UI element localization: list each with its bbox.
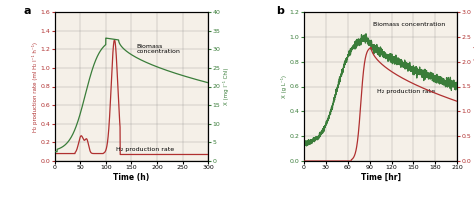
Text: H₂ production rate: H₂ production rate <box>377 89 435 94</box>
Text: b: b <box>276 6 284 16</box>
X-axis label: Time [hr]: Time [hr] <box>361 173 401 182</box>
Y-axis label: X (g L⁻¹): X (g L⁻¹) <box>281 75 287 98</box>
Y-axis label: X (mg l⁻¹ Chl): X (mg l⁻¹ Chl) <box>223 68 229 105</box>
Text: Biomass concentration: Biomass concentration <box>373 22 446 27</box>
X-axis label: Time (h): Time (h) <box>113 173 149 182</box>
Text: a: a <box>24 6 31 16</box>
Y-axis label: H₂ production rate (ml H₂ l⁻¹ h⁻¹): H₂ production rate (ml H₂ l⁻¹ h⁻¹) <box>32 42 38 132</box>
Text: Biomass
concentration: Biomass concentration <box>137 44 181 54</box>
Text: H₂ production rate: H₂ production rate <box>116 147 174 152</box>
